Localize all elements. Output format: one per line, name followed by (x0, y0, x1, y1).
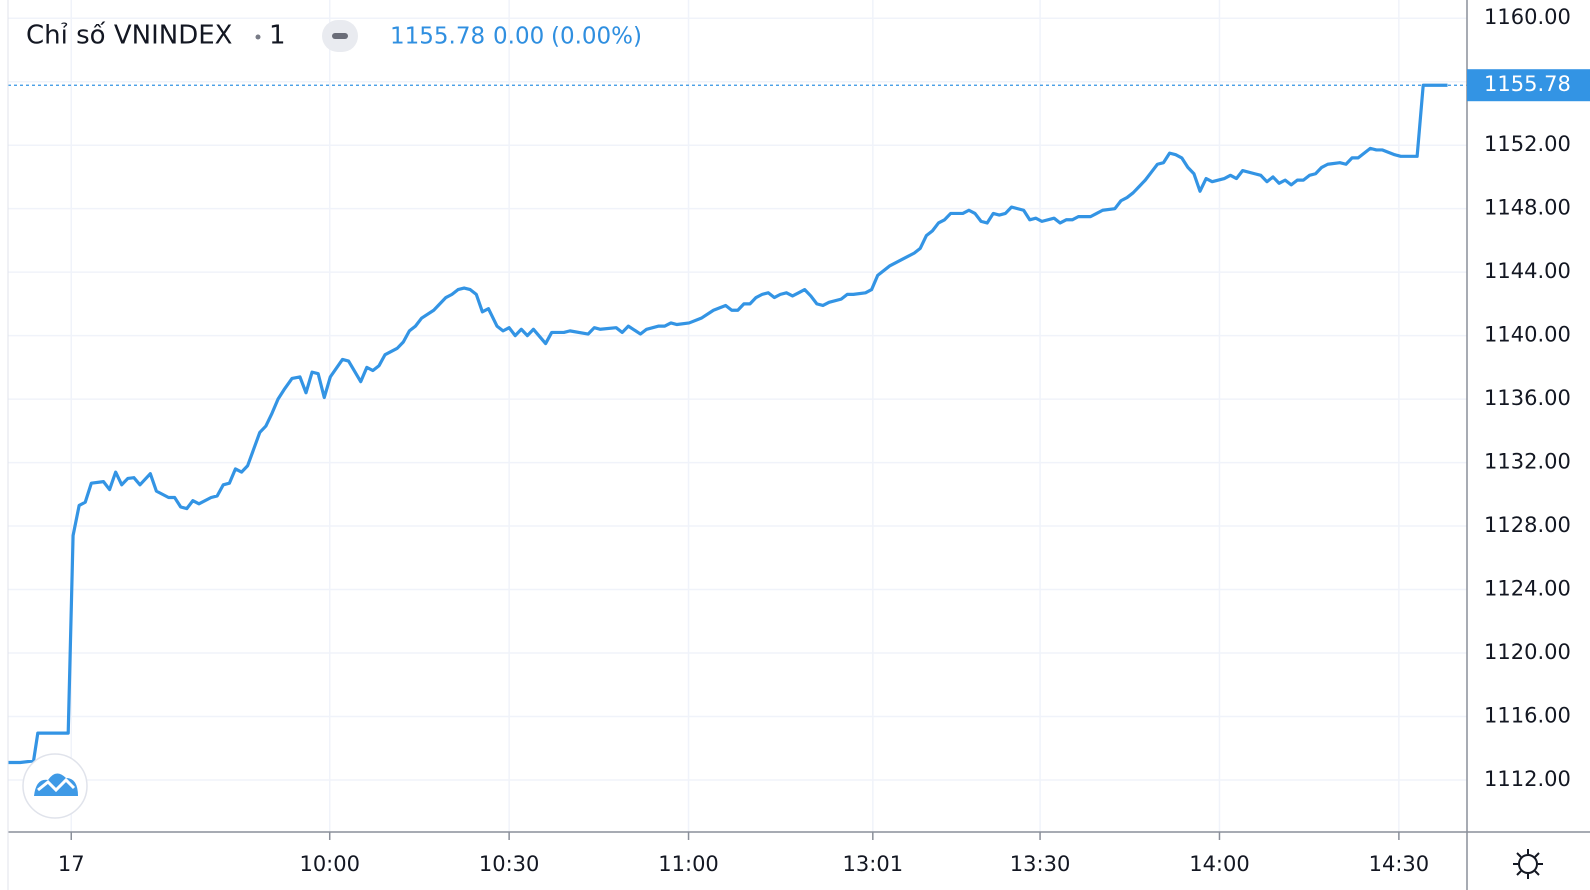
y-tick-label: 1140.00 (1484, 323, 1571, 347)
collapse-icon (332, 33, 348, 39)
y-tick-label: 1128.00 (1484, 513, 1571, 537)
y-tick-label: 1120.00 (1484, 640, 1571, 664)
change: 0.00 (493, 24, 544, 50)
y-tick-label: 1136.00 (1484, 386, 1571, 410)
x-tick-label: 14:30 (1369, 852, 1430, 876)
y-tick-label: 1144.00 (1484, 259, 1571, 283)
y-tick-label: 1152.00 (1484, 132, 1571, 156)
axes: 1112.00 1116.00 1120.00 1124.00 1128.00 1132.… (58, 5, 1590, 876)
grid (8, 0, 1467, 832)
x-tick-label: 17 (58, 852, 85, 876)
y-tick-label: 1132.00 (1484, 450, 1571, 474)
x-tick-label: 13:01 (843, 852, 904, 876)
settings-icon (1518, 854, 1538, 874)
separator-dot (255, 34, 261, 40)
last-price-badge (1467, 69, 1590, 102)
x-tick-label: 10:30 (479, 852, 540, 876)
x-tick-label: 14:00 (1189, 852, 1250, 876)
y-tick-label: 1116.00 (1484, 703, 1571, 727)
interval: 1 (269, 21, 286, 51)
settings-button[interactable] (1513, 849, 1543, 879)
logo-line (37, 777, 76, 793)
x-tick-label: 10:00 (299, 852, 360, 876)
x-tick-label: 11:00 (658, 852, 719, 876)
y-tick-label: 1124.00 (1484, 577, 1571, 601)
y-tick-label: 1112.00 (1484, 767, 1571, 791)
plot (8, 83, 1467, 765)
change-percent: (0.00%) (551, 24, 642, 50)
symbol: Chỉ số VNINDEX (26, 21, 232, 51)
price-line (8, 83, 1448, 765)
y-tick-label: 1160.00 (1484, 5, 1571, 29)
settings-spokes (1513, 849, 1543, 879)
last-price-label: 1155.78 (1484, 72, 1571, 96)
x-tick-label: 13:30 (1010, 852, 1071, 876)
last-price: 1155.78 (390, 24, 485, 50)
y-tick-label: 1148.00 (1484, 196, 1571, 220)
